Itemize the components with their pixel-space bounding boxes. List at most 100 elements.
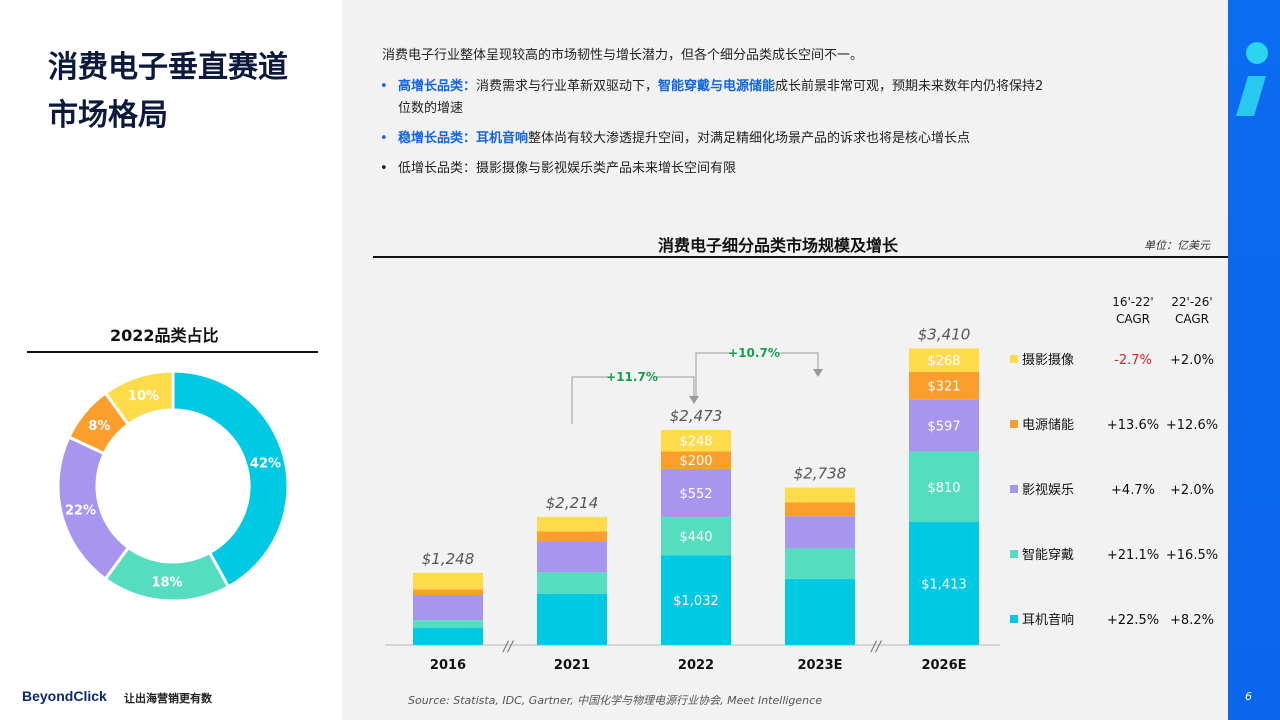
bullet-head: 高增长品类： [398,79,477,94]
annotation-label: +11.7% [606,370,658,384]
arrow-down-icon [689,396,699,404]
x-tick-label: 2023E [797,658,842,673]
page-title: 消费电子垂直赛道 市场格局 [48,44,288,140]
bar-value-label: $268 [927,354,960,369]
legend-label: 电源储能 [1022,418,1074,433]
bar-segment [537,541,607,573]
brand-logo: BeyondClick [22,688,107,704]
side-accent-strip [1228,0,1280,720]
bar-segment [909,348,979,372]
bullet-steady-growth: • 稳增长品类：耳机音响整体尚有较大渗透提升空间，对满足精细化场景产品的诉求也将… [380,128,1210,150]
bar-segment [413,589,483,595]
legend-label: 影视娱乐 [1022,483,1074,498]
cagr-header: 22'-26' [1171,295,1212,309]
annotation-label: +10.7% [728,346,780,360]
bullet-dot-icon: • [380,131,388,146]
bar-segment [785,487,855,503]
source-note: Source: Statista, IDC, Gartner, 中国化学与物理电… [408,694,822,707]
bullet-list: • 高增长品类：消费需求与行业革新双驱动下，智能穿戴与电源储能成长前景非常可观，… [380,76,1210,188]
bar-value-label: $1,032 [673,594,719,609]
intro-text: 消费电子行业整体呈现较高的市场韧性与增长潜力，但各个细分品类成长空间不一。 [382,48,864,63]
legend-swatch [1010,615,1018,623]
donut-slice-label: 22% [65,504,96,519]
donut-title-rule [27,351,318,353]
brand-slogan: 让出海营销更有数 [124,692,212,705]
cagr-value: +2.0% [1170,353,1214,368]
cagr-header: CAGR [1116,312,1150,326]
legend-swatch [1010,420,1018,428]
annotation-connector [571,376,695,424]
donut-slice-label: 8% [88,419,110,434]
brand-slash-icon [1236,76,1266,116]
bar-segment [661,429,731,452]
growth-annotation-2022-2023: +10.7% [695,346,823,398]
bullet-dot-icon: • [380,79,388,94]
bar-segment [785,578,855,645]
page-number: 6 [1245,690,1252,703]
axis-break-icon: // [869,639,882,655]
axis-break-icon: // [501,639,514,655]
bar-segment [909,522,979,645]
bullet-high-growth: • 高增长品类：消费需求与行业革新双驱动下，智能穿戴与电源储能成长前景非常可观，… [380,76,1210,120]
bar-segment [413,594,483,621]
title-line-2: 市场格局 [48,98,168,133]
bullet-text: 成长前景非常可观，预期未来数年内仍将保持2 [775,79,1044,94]
bullet-text: 整体尚有较大渗透提升空间，对满足精细化场景产品的诉求也将是核心增长点 [528,131,971,146]
bullet-low-growth: • 低增长品类：摄影摄像与影视娱乐类产品未来增长空间有限 [380,158,1210,180]
bar-segment [909,371,979,400]
bar-segment [785,548,855,579]
bar-segment [537,531,607,542]
bullet-text: 低增长品类：摄影摄像与影视娱乐类产品未来增长空间有限 [398,161,737,176]
bar-chart-title: 消费电子细分品类市场规模及增长 [658,236,899,255]
cagr-value: +16.5% [1166,548,1218,563]
bullet-highlight: 耳机音响 [476,131,529,146]
x-tick-label: 2022 [678,658,714,673]
brand-dot-icon [1246,42,1268,64]
x-tick-label: 2016 [430,658,466,673]
cagr-value: +4.7% [1111,483,1155,498]
cagr-header: CAGR [1175,312,1209,326]
x-tick-label: 2021 [554,658,590,673]
cagr-value: +21.1% [1107,548,1159,563]
bar-segment [785,516,855,549]
bar-total-label: $2,738 [794,465,847,483]
donut-slice [171,369,290,589]
bar-segment [413,620,483,629]
cagr-value: +12.6% [1166,418,1218,433]
bar-segment [909,399,979,452]
bar-segment [661,555,731,645]
legend-swatch [1010,485,1018,493]
bar-segment [661,451,731,469]
bar-segment [413,572,483,590]
bar-total-label: $1,248 [422,550,475,568]
bar-value-label: $810 [927,481,960,496]
bullet-highlight: 智能穿戴与电源储能 [658,79,776,94]
bar-segment [661,468,731,517]
legend-swatch [1010,355,1018,363]
donut-slice-label: 42% [250,456,281,471]
cagr-value: -2.7% [1114,353,1152,368]
legend-label: 耳机音响 [1022,612,1074,628]
bar-value-label: $321 [927,380,960,395]
donut-slice-label: 10% [128,389,159,404]
legend-swatch [1010,550,1018,558]
x-tick-label: 2026E [921,658,966,673]
chart-title-rule [373,256,1228,258]
bar-total-label: $3,410 [918,325,971,343]
stacked-bar-chart: // // $1,248 2016 $2,214 2021 $1,032 $440 $552 $2… [385,295,1218,673]
bar-segment [661,516,731,556]
bar-total-label: $2,473 [670,407,723,425]
bullet-text: 消费需求与行业革新双驱动下， [476,79,659,94]
donut-slice-label: 18% [151,575,182,590]
donut-chart: 42% 18% 22% 8% 10% [56,369,290,603]
bar-segment [413,628,483,645]
title-line-1: 消费电子垂直赛道 [48,50,288,85]
bar-value-label: $440 [679,530,712,545]
donut-chart-title: 2022品类占比 [110,326,219,345]
bullet-text: 位数的增速 [398,101,464,116]
arrow-down-icon [813,369,823,377]
bar-value-label: $597 [927,420,960,435]
cagr-value: +2.0% [1170,483,1214,498]
bar-chart-unit: 单位：亿美元 [1144,239,1210,252]
legend-label: 摄影摄像 [1022,353,1074,368]
